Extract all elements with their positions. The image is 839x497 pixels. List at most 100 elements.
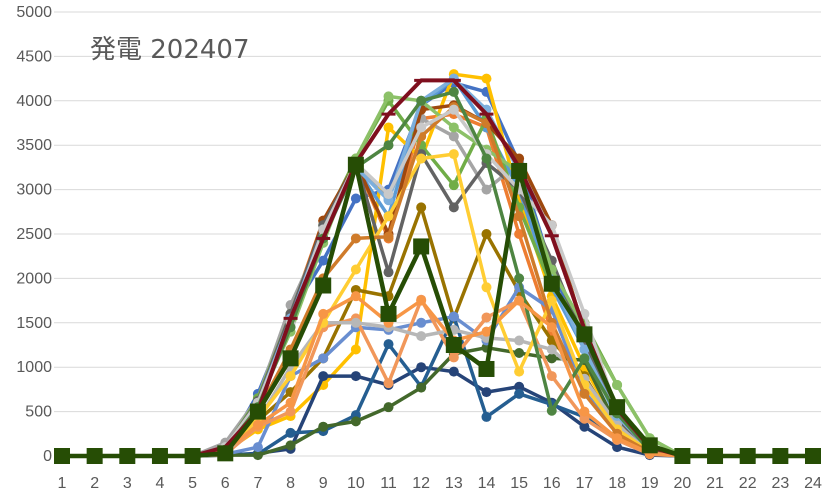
x-tick-label: 23 — [771, 475, 789, 492]
data-point — [579, 353, 590, 364]
data-point — [481, 282, 492, 293]
data-point — [416, 153, 427, 164]
data-point — [381, 112, 396, 116]
data-point — [383, 267, 394, 278]
data-point — [514, 273, 525, 284]
y-tick-label: 4000 — [16, 93, 52, 110]
data-point — [282, 350, 299, 367]
series-line — [62, 116, 813, 458]
data-point — [772, 448, 789, 464]
data-point — [579, 388, 590, 399]
data-point — [416, 202, 427, 213]
series-15 — [57, 317, 818, 461]
data-point — [416, 362, 427, 373]
series-line — [62, 294, 813, 458]
data-point — [448, 352, 459, 363]
data-point — [543, 275, 560, 292]
x-tick-label: 5 — [188, 475, 197, 492]
data-point — [285, 371, 296, 382]
data-point — [383, 211, 394, 222]
y-tick-label: 0 — [43, 448, 52, 465]
data-point — [252, 442, 263, 453]
data-point — [576, 326, 593, 343]
data-point — [448, 202, 459, 213]
data-point — [416, 382, 427, 393]
data-point — [383, 402, 394, 413]
series-line — [62, 105, 813, 458]
data-point — [514, 366, 525, 377]
data-point — [481, 73, 492, 84]
data-point — [383, 91, 394, 102]
data-point — [481, 184, 492, 195]
data-point — [448, 366, 459, 377]
data-point — [416, 317, 427, 328]
data-point — [546, 344, 557, 355]
data-point — [514, 335, 525, 346]
data-point — [54, 448, 70, 464]
data-point — [416, 95, 427, 106]
series-20 — [57, 104, 818, 461]
x-tick-label: 9 — [319, 475, 328, 492]
x-tick-label: 15 — [510, 475, 528, 492]
data-point — [318, 308, 329, 319]
data-point — [350, 317, 361, 328]
data-point — [318, 371, 329, 382]
data-point — [481, 387, 492, 398]
data-point — [448, 180, 459, 191]
series-8 — [57, 100, 818, 461]
data-point — [285, 397, 296, 408]
data-point — [546, 353, 557, 364]
data-point — [481, 326, 492, 337]
series-16 — [57, 149, 818, 461]
x-tick-label: 11 — [380, 475, 397, 492]
series-2 — [57, 109, 818, 461]
series-line — [62, 162, 813, 459]
x-tick-label: 16 — [543, 475, 561, 492]
data-point — [546, 295, 557, 306]
data-point — [514, 388, 525, 399]
data-point — [448, 104, 459, 115]
data-point — [383, 189, 394, 200]
data-point — [318, 353, 329, 364]
series-line — [62, 152, 813, 458]
data-point — [579, 421, 590, 432]
series-line — [62, 94, 813, 458]
y-tick-label: 2000 — [16, 270, 52, 287]
data-point — [446, 78, 461, 82]
data-point — [285, 440, 296, 451]
data-point — [416, 295, 427, 306]
series-group — [54, 69, 821, 464]
data-point — [448, 149, 459, 160]
data-point — [612, 379, 623, 390]
series-line — [62, 314, 813, 458]
x-tick-label: 14 — [478, 475, 496, 492]
series-12 — [57, 342, 818, 461]
series-line — [62, 81, 813, 458]
x-axis-ticks: 1 2 3 4 5 6 7 8 9 10 11 12 13 14 15 16 17 18 19 20 21 22 23 24 — [58, 475, 822, 492]
data-point — [609, 399, 626, 416]
data-point — [413, 238, 430, 255]
x-tick-label: 24 — [804, 475, 822, 492]
data-point — [579, 344, 590, 355]
data-point — [612, 433, 623, 444]
data-point — [350, 264, 361, 275]
data-point — [184, 448, 201, 464]
data-point — [347, 156, 364, 173]
x-tick-label: 8 — [286, 475, 295, 492]
x-tick-label: 18 — [608, 475, 626, 492]
data-point — [285, 427, 296, 438]
gridlines — [54, 11, 821, 457]
data-point — [674, 448, 691, 464]
x-tick-label: 17 — [576, 475, 594, 492]
x-tick-label: 10 — [347, 475, 365, 492]
data-point — [350, 371, 361, 382]
data-point — [579, 413, 590, 424]
series-9 — [57, 149, 818, 461]
y-tick-label: 3500 — [16, 137, 52, 154]
series-1 — [57, 78, 818, 461]
y-tick-label: 1500 — [16, 315, 52, 332]
x-tick-label: 3 — [123, 475, 132, 492]
data-point — [546, 322, 557, 333]
x-tick-label: 22 — [739, 475, 757, 492]
